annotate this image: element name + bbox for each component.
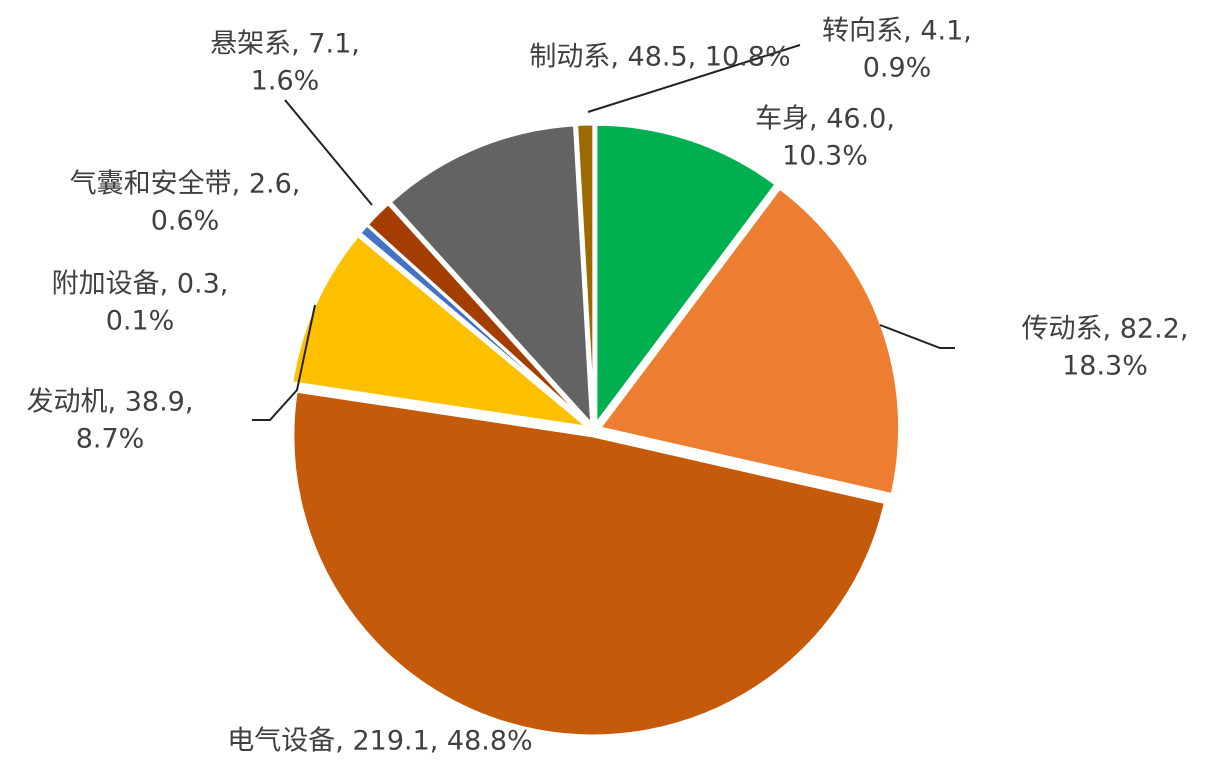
data-label: 传动系, 82.2, <box>1022 314 1189 345</box>
pie-slice <box>594 122 779 429</box>
data-label: 8.7% <box>76 424 145 455</box>
pie-slice <box>388 123 594 429</box>
data-label: 转向系, 4.1, <box>822 16 972 47</box>
data-label: 18.3% <box>1062 351 1148 382</box>
data-label: 0.6% <box>151 206 220 237</box>
leader-line <box>879 324 955 349</box>
pie-slice <box>291 389 888 738</box>
leader-line <box>252 304 316 421</box>
leader-line <box>587 44 801 113</box>
data-label: 悬架系, 7.1, <box>210 29 360 60</box>
data-label: 制动系, 48.5, 10.8% <box>529 42 790 73</box>
pie-slice <box>356 231 591 428</box>
leader-line <box>284 99 373 206</box>
data-label: 车身, 46.0, <box>755 104 895 135</box>
data-label: 附加设备, 0.3, <box>52 269 229 300</box>
data-label: 电气设备, 219.1, 48.8% <box>227 726 532 757</box>
pie-slice <box>575 122 596 425</box>
data-label: 气囊和安全带, 2.6, <box>70 169 301 200</box>
data-label: 发动机, 38.9, <box>27 387 194 418</box>
data-label: 0.1% <box>106 306 175 337</box>
data-label: 0.9% <box>863 53 932 84</box>
data-label: 10.3% <box>782 141 868 172</box>
data-label: 1.6% <box>251 66 320 97</box>
pie-slice <box>290 233 594 430</box>
